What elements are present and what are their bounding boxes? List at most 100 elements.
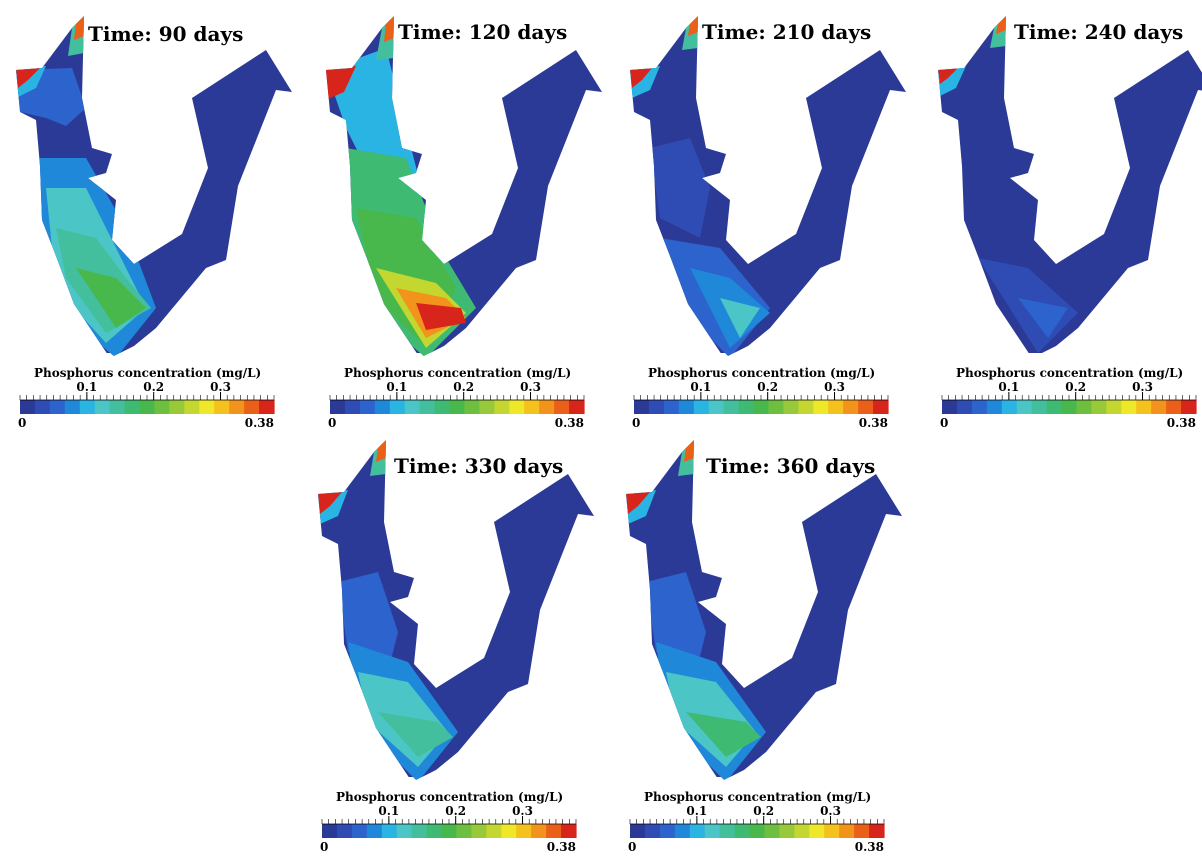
time-label: Time: 90 days bbox=[88, 22, 244, 46]
colorbar-swatch bbox=[869, 824, 885, 838]
colorbar-title: Phosphorus concentration (mg/L) bbox=[34, 366, 262, 380]
colorbar-legend: Phosphorus concentration (mg/L) 0.1 0.2 0.… bbox=[316, 366, 616, 436]
colorbar-swatch bbox=[154, 400, 171, 414]
colorbar-title: Phosphorus concentration (mg/L) bbox=[644, 790, 872, 804]
colorbar-swatch bbox=[986, 400, 1003, 414]
colorbar-swatch bbox=[501, 824, 517, 838]
colorbar: 0.1 0.2 0.3 0 0.38 bbox=[632, 380, 889, 430]
colorbar-swatch bbox=[839, 824, 855, 838]
colorbar-minor-ticks bbox=[629, 819, 885, 824]
colorbar-swatch bbox=[351, 824, 368, 838]
colorbar-swatch bbox=[336, 824, 353, 838]
colorbar-swatch bbox=[1136, 400, 1152, 414]
colorbar-swatch bbox=[359, 400, 376, 414]
colorbar-swatch bbox=[330, 400, 346, 414]
time-label: Time: 360 days bbox=[706, 454, 876, 478]
colorbar-swatch bbox=[723, 400, 740, 414]
colorbar-minor-ticks bbox=[321, 819, 577, 824]
colorbar-swatch bbox=[244, 400, 260, 414]
lake-map bbox=[626, 440, 902, 782]
colorbar-tick-label: 0.2 bbox=[753, 804, 774, 818]
colorbar-title: Phosphorus concentration (mg/L) bbox=[344, 366, 572, 380]
colorbar: 0.1 0.2 0.3 0 0.38 bbox=[940, 380, 1197, 430]
lake-map bbox=[326, 16, 602, 358]
colorbar-tick-label: 0.1 bbox=[76, 380, 97, 394]
colorbar-tick-label: 0.2 bbox=[453, 380, 474, 394]
colorbar-swatch bbox=[738, 400, 755, 414]
colorbar-swatch bbox=[768, 400, 785, 414]
colorbar-swatch bbox=[753, 400, 770, 414]
colorbar-swatch bbox=[494, 400, 510, 414]
colorbar-min-label: 0 bbox=[18, 416, 26, 430]
colorbar-max-label: 0.38 bbox=[555, 416, 584, 430]
colorbar-legend: Phosphorus concentration (mg/L) 0.1 0.2 0.… bbox=[620, 366, 920, 436]
colorbar-tick-label: 0.1 bbox=[686, 804, 707, 818]
colorbar-swatch bbox=[524, 400, 540, 414]
colorbar-tick-label: 0.1 bbox=[378, 804, 399, 818]
colorbar-swatch bbox=[479, 400, 495, 414]
colorbar-tick-label: 0.3 bbox=[512, 804, 533, 818]
colorbar-swatch bbox=[644, 824, 661, 838]
colorbar-min-label: 0 bbox=[628, 840, 636, 854]
colorbar-swatch bbox=[456, 824, 473, 838]
colorbar-legend: Phosphorus concentration (mg/L) 0.1 0.2 0.… bbox=[616, 790, 916, 860]
colorbar-swatch bbox=[678, 400, 695, 414]
lake-map bbox=[16, 16, 292, 358]
colorbar-swatch bbox=[824, 824, 840, 838]
colorbar-tick-label: 0.1 bbox=[998, 380, 1019, 394]
colorbar: 0.1 0.2 0.3 0 0.38 bbox=[18, 380, 275, 430]
colorbar-legend: Phosphorus concentration (mg/L) 0.1 0.2 0.… bbox=[308, 790, 608, 860]
colorbar-swatch bbox=[471, 824, 487, 838]
colorbar-swatch bbox=[1031, 400, 1048, 414]
colorbar-min-label: 0 bbox=[940, 416, 948, 430]
colorbar-swatch bbox=[169, 400, 185, 414]
colorbar-swatch bbox=[426, 824, 443, 838]
colorbar-swatch bbox=[689, 824, 706, 838]
colorbar-swatch bbox=[809, 824, 825, 838]
colorbar-swatch bbox=[374, 400, 391, 414]
colorbar-tick-label: 0.3 bbox=[820, 804, 841, 818]
colorbar-swatch bbox=[956, 400, 973, 414]
colorbar-swatch bbox=[1061, 400, 1078, 414]
colorbar-tick-label: 0.3 bbox=[1132, 380, 1153, 394]
map-panel-120-days: Time: 120 days Phosphorus concentration … bbox=[316, 8, 616, 438]
colorbar-swatch bbox=[648, 400, 665, 414]
colorbar-swatch bbox=[94, 400, 111, 414]
colorbar-swatch bbox=[779, 824, 795, 838]
colorbar-tick-label: 0.3 bbox=[824, 380, 845, 394]
colorbar-swatch bbox=[1181, 400, 1197, 414]
colorbar-legend: Phosphorus concentration (mg/L) 0.1 0.2 0.… bbox=[6, 366, 306, 436]
colorbar-minor-ticks bbox=[941, 395, 1197, 400]
colorbar-swatch bbox=[34, 400, 51, 414]
colorbar-swatch bbox=[634, 400, 650, 414]
colorbar-min-label: 0 bbox=[632, 416, 640, 430]
colorbar-swatch bbox=[546, 824, 562, 838]
colorbar-title: Phosphorus concentration (mg/L) bbox=[648, 366, 876, 380]
colorbar-tick-label: 0.2 bbox=[757, 380, 778, 394]
colorbar-swatch bbox=[734, 824, 751, 838]
colorbar-swatch bbox=[794, 824, 810, 838]
colorbar-swatch bbox=[184, 400, 200, 414]
colorbar-swatch bbox=[1076, 400, 1093, 414]
colorbar-swatch bbox=[381, 824, 398, 838]
colorbar-tick-label: 0.3 bbox=[520, 380, 541, 394]
colorbar-swatch bbox=[854, 824, 870, 838]
time-label: Time: 210 days bbox=[702, 20, 872, 44]
colorbar-swatch bbox=[783, 400, 799, 414]
colorbar-swatch bbox=[344, 400, 361, 414]
colorbar-swatch bbox=[49, 400, 66, 414]
colorbar-swatch bbox=[411, 824, 428, 838]
colorbar-swatch bbox=[561, 824, 577, 838]
colorbar-swatch bbox=[569, 400, 585, 414]
colorbar-swatch bbox=[396, 824, 413, 838]
colorbar-swatch bbox=[1151, 400, 1167, 414]
colorbar-swatch bbox=[419, 400, 436, 414]
colorbar-swatch bbox=[704, 824, 721, 838]
colorbar-swatch bbox=[259, 400, 275, 414]
colorbar-minor-ticks bbox=[19, 395, 275, 400]
map-panel-210-days: Time: 210 days Phosphorus concentration … bbox=[620, 8, 920, 438]
colorbar-swatch bbox=[531, 824, 547, 838]
colorbar-max-label: 0.38 bbox=[547, 840, 576, 854]
colorbar-swatch bbox=[663, 400, 680, 414]
colorbar-swatch bbox=[942, 400, 958, 414]
